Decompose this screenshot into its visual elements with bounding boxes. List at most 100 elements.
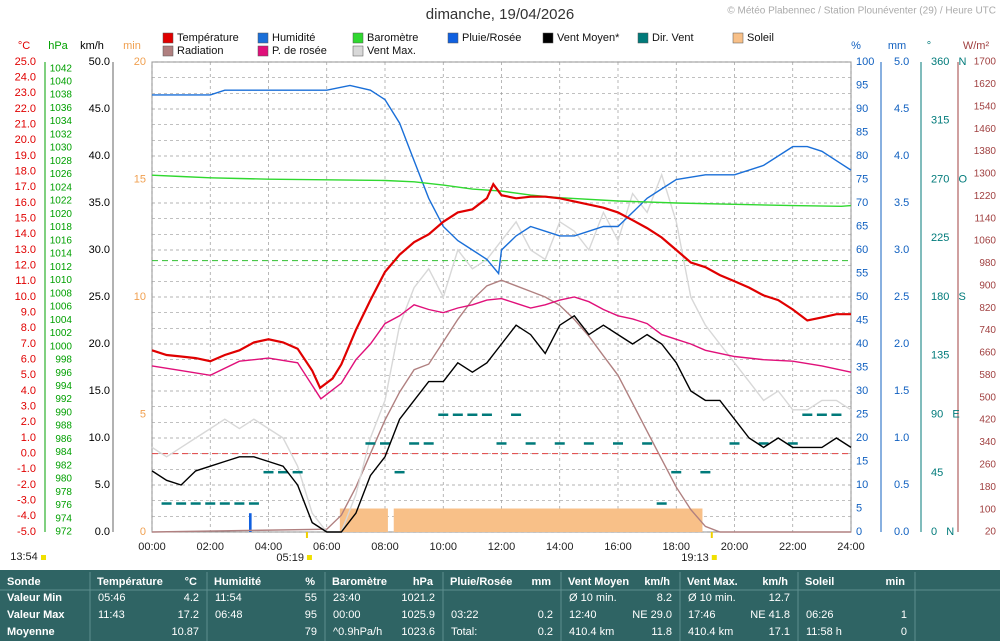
stats-panel [0, 570, 1000, 641]
y-tick-label: 90 E [931, 408, 960, 420]
y-tick-label: 30 [856, 385, 868, 397]
y-tick-label: 80 [856, 150, 868, 162]
table-unit: min [885, 576, 905, 588]
direction-dot [511, 413, 522, 416]
direction-dot [831, 413, 842, 416]
direction-dot [292, 470, 303, 474]
legend-label: Pluie/Rosée [462, 32, 521, 44]
y-tick-label: 60 [856, 244, 868, 256]
y-tick-label: 1140 [974, 213, 996, 224]
y-tick-label: 9.0 [21, 307, 36, 319]
legend-label: Humidité [272, 32, 315, 44]
table-header: Humidité [214, 576, 261, 588]
series-line [151, 296, 852, 400]
table-header: Température [97, 576, 163, 588]
y-tick-label: 5.0 [95, 479, 110, 491]
table-header: Pluie/Rosée [450, 576, 512, 588]
x-tick-label: 24:00 [837, 541, 865, 553]
cell-time: 05:46 [98, 592, 126, 604]
direction-dot [613, 442, 623, 445]
y-tick-label: 1032 [50, 129, 73, 140]
direction-dot [554, 442, 565, 445]
y-tick-label: 10 [856, 479, 868, 491]
y-tick-label: 25.0 [15, 56, 36, 68]
plot-layer [151, 61, 852, 533]
y-tick-label: 996 [55, 368, 72, 379]
y-tick-label: 15.0 [15, 213, 36, 225]
cell-time: 23:40 [333, 592, 361, 604]
y-tick-label: 1300 [974, 169, 997, 180]
y-tick-label: 986 [55, 434, 72, 445]
y-tick-label: 20 [985, 527, 997, 538]
y-tick-label: 15 [856, 455, 868, 467]
axis-unit: % [851, 40, 861, 52]
y-tick-label: 1034 [50, 116, 73, 127]
legend-swatch [732, 32, 744, 44]
cell-value: 10.87 [171, 626, 199, 638]
table-header: Vent Max. [687, 576, 738, 588]
y-tick-label: 100 [979, 504, 996, 515]
cell-time: Total: [451, 626, 477, 638]
legend-label: Température [177, 32, 239, 44]
y-tick-label: 1012 [50, 262, 73, 273]
sun-dot [306, 555, 312, 560]
sun-dot [711, 555, 717, 560]
table-unit: mm [531, 576, 551, 588]
y-tick-label: 40.0 [89, 150, 110, 162]
direction-dot [234, 502, 245, 505]
y-tick-label: 1460 [974, 124, 997, 135]
y-tick-label: 5.0 [21, 369, 36, 381]
y-tick-label: 972 [55, 527, 72, 538]
y-tick-label: 0 [140, 526, 146, 538]
x-tick-label: 14:00 [546, 541, 574, 553]
y-tick-label: 6.0 [21, 354, 36, 366]
x-tick-label: 16:00 [604, 541, 632, 553]
legend-swatch [637, 32, 649, 44]
y-tick-label: 180 S [931, 291, 966, 303]
direction-dot [452, 413, 463, 416]
direction-dot [583, 442, 594, 445]
y-tick-label: 225 [931, 232, 949, 244]
direction-dot [816, 413, 827, 416]
y-tick-label: 580 [979, 370, 996, 381]
cell-value: 0 [901, 626, 907, 638]
y-tick-label: 45 [931, 467, 943, 479]
y-tick-label: 500 [979, 392, 996, 403]
direction-dot [365, 442, 376, 445]
y-tick-label: 20 [856, 432, 868, 444]
y-tick-label: 1040 [50, 76, 73, 87]
cell-value: 4.2 [184, 592, 199, 604]
y-tick-label: 100 [856, 56, 874, 68]
y-tick-label: 3.0 [21, 401, 36, 413]
cell-value: NE 29.0 [632, 609, 672, 621]
y-tick-label: 1022 [50, 196, 73, 207]
y-tick-label: 1042 [50, 63, 73, 74]
legend-swatch [162, 45, 174, 57]
x-tick-label: 12:00 [488, 541, 516, 553]
y-tick-label: 5.0 [894, 56, 909, 68]
x-tick-label: 04:00 [255, 541, 283, 553]
direction-dot [802, 413, 813, 416]
y-tick-label: 1020 [50, 209, 73, 220]
table-unit: km/h [762, 576, 788, 588]
y-tick-label: 740 [979, 325, 996, 336]
direction-dot [787, 442, 798, 445]
y-tick-label: -2.0 [17, 479, 36, 491]
y-tick-label: 988 [55, 421, 72, 432]
sun-marker [710, 532, 713, 538]
y-tick-label: 8.0 [21, 322, 36, 334]
x-tick-label: 22:00 [779, 541, 807, 553]
y-tick-label: 315 [931, 115, 949, 127]
series-line [151, 174, 852, 208]
bar [393, 508, 703, 532]
y-tick-label: 4.5 [894, 103, 909, 115]
y-tick-label: 10 [134, 291, 146, 303]
y-tick-label: 1036 [50, 103, 73, 114]
y-tick-label: 1018 [50, 222, 73, 233]
y-tick-label: 360 N [931, 56, 967, 68]
y-tick-label: 1024 [50, 182, 73, 193]
axis-unit: hPa [48, 40, 68, 52]
table-header: Sonde [7, 576, 41, 588]
y-tick-label: 1.0 [894, 432, 909, 444]
y-tick-label: 260 [979, 459, 996, 470]
